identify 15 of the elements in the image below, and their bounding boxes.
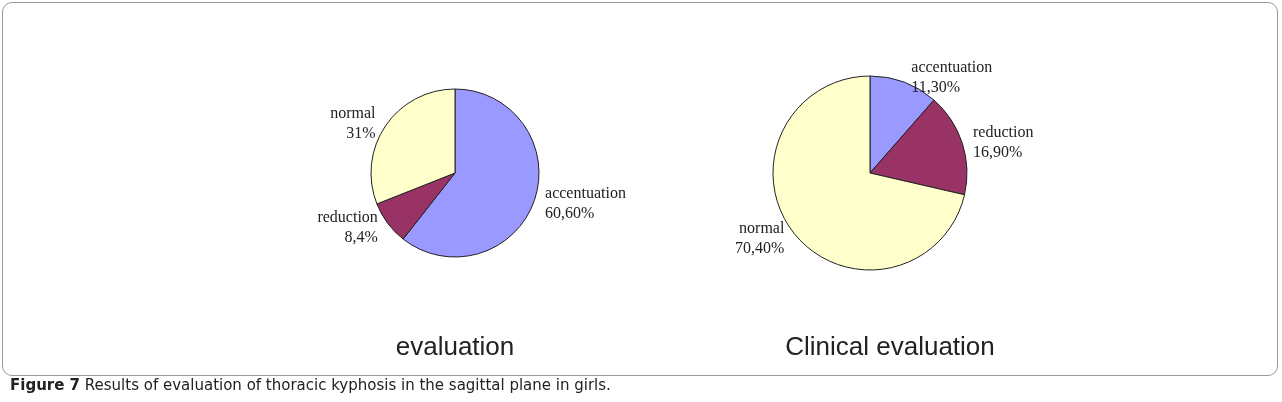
slice-label: accentuation — [911, 58, 993, 76]
data-label: 70,40% — [735, 238, 785, 256]
data-label: 60,60% — [545, 203, 595, 221]
slice-label: normal — [739, 218, 785, 236]
slice-label: normal — [330, 103, 377, 121]
text: evaluation — [395, 331, 515, 361]
data-label: 31% — [346, 123, 376, 141]
slice-label: reduction — [973, 122, 1034, 140]
slice-label: reduction — [317, 208, 378, 226]
slice-label: accentuation — [545, 183, 626, 201]
data-label: 8,4% — [344, 228, 378, 246]
data-label: 16,90% — [973, 142, 1023, 160]
text: Clinical evaluation — [785, 331, 995, 361]
caption: Figure 7 Results of evaluation of thoracic kyphosis in the sagittal plane in girls. — [10, 376, 611, 394]
data-label: 11,30% — [911, 78, 961, 96]
